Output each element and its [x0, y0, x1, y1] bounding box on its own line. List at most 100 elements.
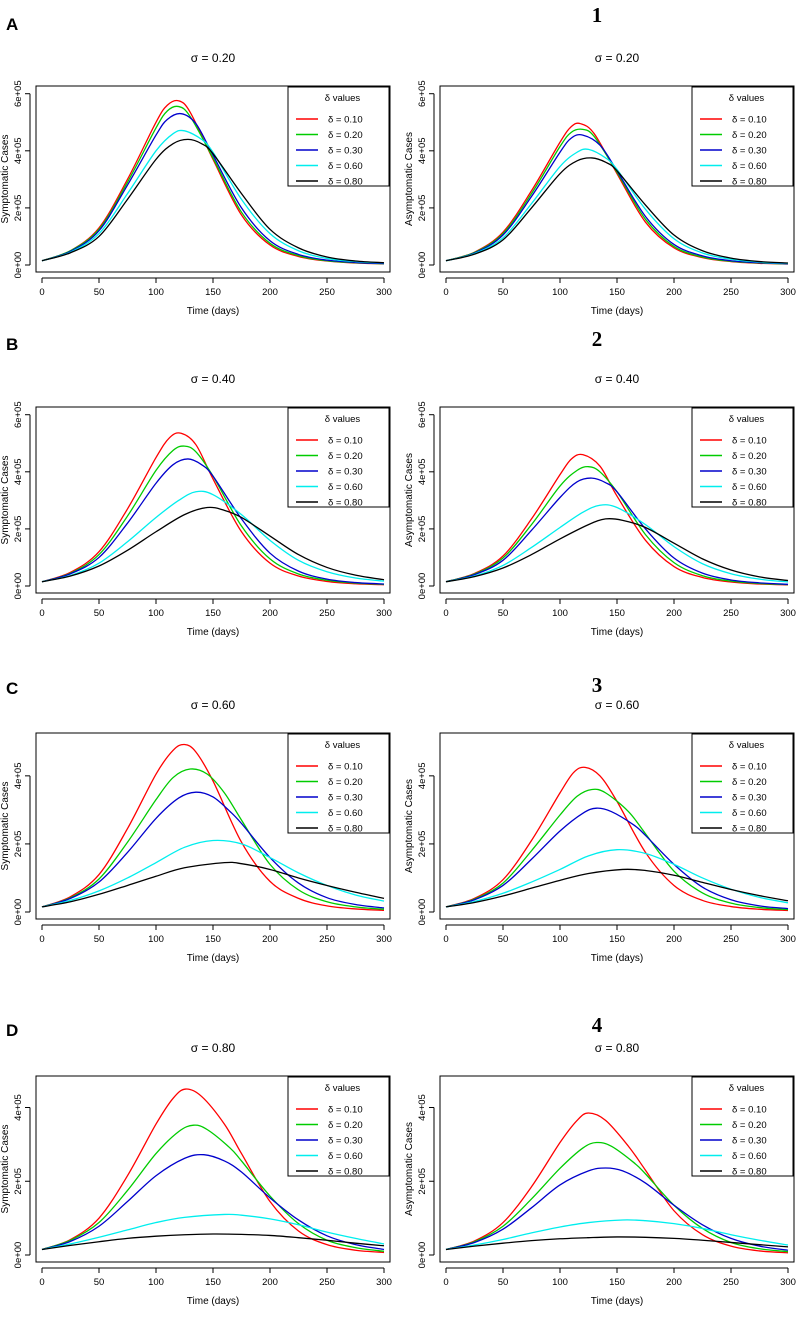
y-tick-label: 0e+00	[13, 1242, 24, 1269]
panel-letter-c: C	[6, 679, 18, 698]
y-tick-label: 0e+00	[417, 252, 428, 279]
legend-box	[691, 407, 794, 508]
y-tick-label: 4e+05	[13, 1094, 24, 1121]
legend-title: δ values	[729, 93, 765, 104]
legend-entry: δ = 0.10	[732, 115, 767, 126]
x-tick-label: 300	[376, 608, 392, 619]
x-tick-label: 150	[609, 287, 625, 298]
y-tick-label: 4e+05	[417, 1094, 428, 1121]
x-tick-label: 250	[319, 608, 335, 619]
plot-frame	[439, 1075, 795, 1263]
x-tick-label: 150	[609, 608, 625, 619]
legend-entry: δ = 0.30	[328, 793, 363, 804]
x-tick-label: 300	[780, 1277, 796, 1288]
x-tick-label: 0	[443, 1277, 448, 1288]
legend-entry: δ = 0.30	[732, 146, 767, 157]
series-line-2	[41, 445, 385, 585]
chart-title: σ = 0.20	[595, 51, 640, 65]
x-tick-label: 250	[319, 934, 335, 945]
x-tick-label: 250	[723, 1277, 739, 1288]
y-tick-label: 0e+00	[417, 573, 428, 600]
plot-frame	[439, 732, 795, 920]
y-tick-label: 2e+05	[13, 831, 24, 858]
series-line-4	[445, 148, 789, 264]
series-line-2	[41, 105, 385, 265]
y-axis-label: Symptomatic Cases	[0, 1125, 11, 1214]
series-line-3	[445, 807, 789, 910]
legend-entry: δ = 0.10	[732, 436, 767, 447]
x-tick-label: 300	[780, 287, 796, 298]
chart-panel-4: σ = 0.40 0 50 100 150 200 250 300 Time (days) 0e+…	[404, 372, 796, 638]
x-tick-label: 200	[262, 1277, 278, 1288]
chart-panel-8: σ = 0.80 0 50 100 150 200 250 300 Time (days) 0e+…	[404, 1041, 796, 1307]
x-tick-label: 200	[666, 1277, 682, 1288]
series-line-4	[41, 490, 385, 583]
x-tick-label: 200	[262, 934, 278, 945]
x-tick-label: 0	[39, 1277, 44, 1288]
legend-entry: δ = 0.80	[732, 177, 767, 188]
legend-entry: δ = 0.20	[732, 777, 767, 788]
x-axis-label: Time (days)	[591, 627, 643, 638]
plot-frame	[35, 1075, 391, 1263]
y-tick-label: 2e+05	[417, 195, 428, 222]
series-line-3	[41, 458, 385, 585]
legend: δ values δ = 0.10 δ = 0.20 δ = 0.30 δ = 0.60…	[287, 733, 390, 835]
legend: δ values δ = 0.10 δ = 0.20 δ = 0.30 δ = 0.60…	[691, 733, 794, 835]
chart-title: σ = 0.60	[595, 698, 640, 712]
legend-box	[287, 86, 390, 187]
x-tick-label: 50	[94, 1277, 105, 1288]
legend: δ values δ = 0.10 δ = 0.20 δ = 0.30 δ = 0.60…	[691, 407, 794, 509]
legend-entry: δ = 0.20	[328, 777, 363, 788]
x-tick-label: 100	[148, 1277, 164, 1288]
series-line-1	[41, 432, 385, 586]
chart-panel-3: σ = 0.40 0 50 100 150 200 250 300 Time (days) 0e+…	[0, 372, 392, 638]
chart-panel-2: σ = 0.20 0 50 100 150 200 250 300 Time (days) 0e+…	[404, 51, 796, 317]
legend-entry: δ = 0.30	[328, 467, 363, 478]
legend-entry: δ = 0.10	[328, 762, 363, 773]
x-axis-label: Time (days)	[187, 306, 239, 317]
legend-entry: δ = 0.20	[328, 451, 363, 462]
legend-box	[691, 1076, 794, 1177]
series-line-5	[445, 157, 789, 264]
chart-title: σ = 0.80	[595, 1041, 640, 1055]
series-line-3	[445, 477, 789, 585]
y-tick-label: 0e+00	[13, 899, 24, 926]
x-axis-label: Time (days)	[187, 627, 239, 638]
chart-title: σ = 0.60	[191, 698, 236, 712]
legend-title: δ values	[729, 1083, 765, 1094]
x-tick-label: 300	[376, 287, 392, 298]
x-tick-label: 100	[148, 287, 164, 298]
x-tick-label: 100	[552, 608, 568, 619]
legend: δ values δ = 0.10 δ = 0.20 δ = 0.30 δ = 0.60…	[287, 407, 390, 509]
y-axis-label: Symptomatic Cases	[0, 456, 11, 545]
series-line-2	[445, 788, 789, 911]
y-tick-label: 4e+05	[13, 763, 24, 790]
plot-frame	[35, 406, 391, 594]
series-line-1	[41, 1088, 385, 1254]
y-tick-label: 2e+05	[417, 1168, 428, 1195]
legend-entry: δ = 0.10	[732, 1105, 767, 1116]
legend-entry: δ = 0.60	[732, 482, 767, 493]
series-line-3	[445, 1167, 789, 1251]
series-line-2	[41, 768, 385, 910]
y-tick-label: 4e+05	[417, 137, 428, 164]
chart-panel-1: σ = 0.20 0 50 100 150 200 250 300 Time (days) 0e+…	[0, 51, 392, 317]
x-tick-label: 150	[205, 1277, 221, 1288]
series-line-4	[41, 129, 385, 264]
y-axis-label: Asymptomatic Cases	[404, 453, 415, 547]
y-tick-label: 0e+00	[13, 252, 24, 279]
x-tick-label: 300	[376, 934, 392, 945]
x-tick-label: 250	[319, 1277, 335, 1288]
y-axis-label: Symptomatic Cases	[0, 135, 11, 224]
x-tick-label: 50	[94, 608, 105, 619]
x-tick-label: 100	[552, 287, 568, 298]
legend-entry: δ = 0.10	[328, 1105, 363, 1116]
x-tick-label: 300	[780, 608, 796, 619]
x-axis-label: Time (days)	[187, 953, 239, 964]
series-line-5	[41, 138, 385, 264]
x-axis-label: Time (days)	[591, 306, 643, 317]
legend-entry: δ = 0.10	[732, 762, 767, 773]
legend-entry: δ = 0.20	[732, 130, 767, 141]
x-tick-label: 250	[319, 287, 335, 298]
